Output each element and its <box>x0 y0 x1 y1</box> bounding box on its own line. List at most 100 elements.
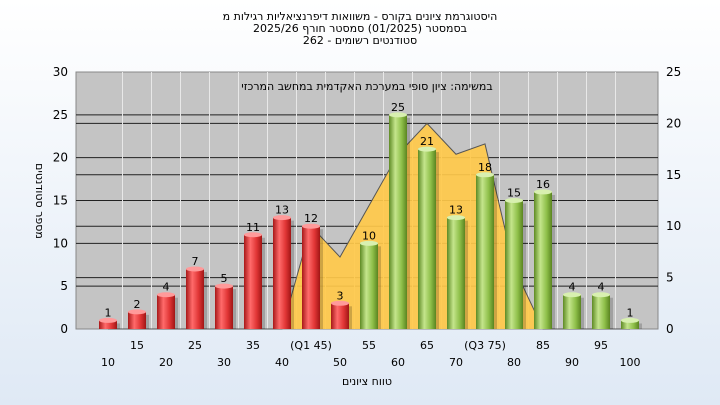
bar-cap <box>418 146 436 152</box>
bar-cap <box>128 309 146 315</box>
x-tick-label: 70 <box>449 356 463 369</box>
bar-value-label: 11 <box>246 221 260 234</box>
y-axis-label: מספר סטודנטים <box>33 163 46 239</box>
y-left-tick-label: 30 <box>53 65 68 79</box>
bar-95 <box>592 292 613 329</box>
bar-65 <box>418 146 439 329</box>
bar-40 <box>273 215 294 329</box>
bar <box>302 226 320 329</box>
bar <box>476 174 494 329</box>
bar-cap <box>360 240 378 246</box>
bar-cap <box>534 189 552 195</box>
bar-value-label: 16 <box>536 178 550 191</box>
bar-80 <box>505 198 526 329</box>
y-left-tick-label: 0 <box>60 322 68 336</box>
bar-60 <box>389 112 410 329</box>
x-tick-label: 95 <box>594 339 608 352</box>
y-right-tick-label: 25 <box>666 65 681 79</box>
bar-value-label: 13 <box>275 204 289 217</box>
bar-cap <box>592 292 610 298</box>
bar-25 <box>186 266 207 329</box>
y-right-tick-label: 10 <box>666 219 681 233</box>
bar-value-label: 10 <box>362 229 376 242</box>
bar-cap <box>186 266 204 272</box>
bar-cap <box>99 317 117 323</box>
bar-value-label: 3 <box>337 289 344 302</box>
bar-(Q3 75) <box>476 172 497 329</box>
bar-cap <box>244 232 262 238</box>
bar-30 <box>215 283 236 329</box>
bar-cap <box>447 215 465 221</box>
bar <box>360 243 378 329</box>
bar-cap <box>389 112 407 118</box>
bar-cap <box>157 292 175 298</box>
bar <box>389 114 407 329</box>
bar-value-label: 5 <box>221 272 228 285</box>
bar-value-label: 12 <box>304 212 318 225</box>
bar-cap <box>476 172 494 178</box>
bar <box>244 234 262 329</box>
y-axis-left: 0 5 10 15 20 25 30 <box>53 65 68 336</box>
bar <box>128 311 146 329</box>
x-tick-label: 85 <box>536 339 550 352</box>
x-tick-label: 15 <box>130 339 144 352</box>
bar <box>157 294 175 329</box>
bar-90 <box>563 292 584 329</box>
y-right-tick-label: 5 <box>666 271 674 285</box>
x-tick-label: 60 <box>391 356 405 369</box>
bar <box>273 217 291 329</box>
x-tick-label: 55 <box>362 339 376 352</box>
y-axis-right: 0 5 10 15 20 25 <box>666 65 681 336</box>
bar-value-label: 4 <box>598 281 605 294</box>
chart-subtitle-students: 262 - סטודנטים רשומים <box>302 34 418 47</box>
bar-value-label: 1 <box>627 306 634 319</box>
bar-(Q1 45) <box>302 223 323 329</box>
bar <box>592 294 610 329</box>
bar-value-label: 2 <box>134 298 141 311</box>
chart-annotation: במשימה: ציון סופי במערכת האקדמית במחשב ה… <box>241 80 492 93</box>
y-left-tick-label: 15 <box>53 194 68 208</box>
x-tick-label: 25 <box>188 339 202 352</box>
bar-10 <box>99 317 120 329</box>
bar-70 <box>447 215 468 329</box>
bar <box>621 320 639 329</box>
bar-value-label: 15 <box>507 187 521 200</box>
y-left-tick-label: 25 <box>53 108 68 122</box>
bar-35 <box>244 232 265 329</box>
bar <box>215 286 233 329</box>
x-tick-label: 100 <box>620 356 641 369</box>
bar-cap <box>621 317 639 323</box>
bar <box>447 217 465 329</box>
x-tick-label: 40 <box>275 356 289 369</box>
bar <box>534 191 552 329</box>
bar <box>505 200 523 329</box>
y-right-tick-label: 20 <box>666 116 681 130</box>
bar-85 <box>534 189 555 329</box>
bar-cap <box>215 283 233 289</box>
x-tick-label: 50 <box>333 356 347 369</box>
x-tick-label: 10 <box>101 356 115 369</box>
y-left-tick-label: 10 <box>53 236 68 250</box>
bar-cap <box>563 292 581 298</box>
bar <box>331 303 349 329</box>
bar-value-label: 13 <box>449 204 463 217</box>
y-right-tick-label: 0 <box>666 322 674 336</box>
y-right-tick-label: 15 <box>666 168 681 182</box>
x-tick-label: 30 <box>217 356 231 369</box>
x-tick-label: 35 <box>246 339 260 352</box>
bar <box>186 269 204 329</box>
bar-100 <box>621 317 642 329</box>
x-axis-ticks: 10 15 20 25 30 35 40(Q1 45)50 55 60 65 70(Q3 75)80… <box>101 339 641 369</box>
x-tick-label: 90 <box>565 356 579 369</box>
x-tick-label: (Q1 45) <box>290 339 332 352</box>
bar-cap <box>302 223 320 229</box>
bar-50 <box>331 300 352 329</box>
area-fill <box>108 123 630 330</box>
x-tick-label: (Q3 75) <box>464 339 506 352</box>
bar-cap <box>273 215 291 221</box>
y-left-tick-label: 20 <box>53 151 68 165</box>
bar-value-label: 25 <box>391 101 405 114</box>
